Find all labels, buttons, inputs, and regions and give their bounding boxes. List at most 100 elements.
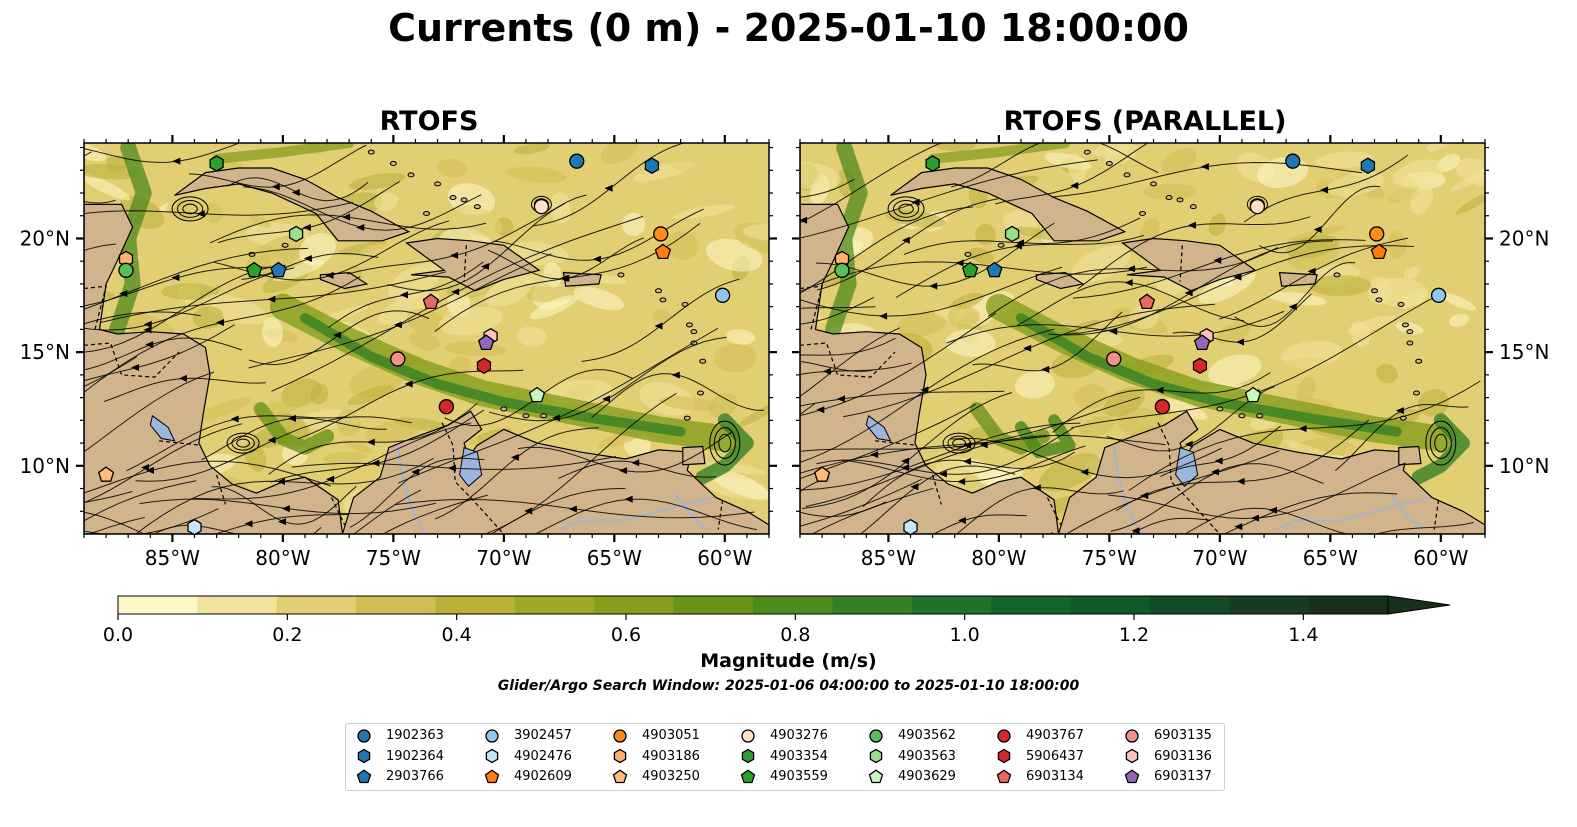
flow-arrow [1395,407,1404,415]
flow-arrow [404,380,413,388]
lat-tick-label: 20°N [20,226,70,250]
flow-arrow [745,535,753,542]
flow-arrow [1233,273,1242,281]
flow-arrow [172,157,181,165]
legend-marker-icon [741,728,755,743]
streamlines [739,143,1481,578]
flow-arrow [36,542,44,549]
lon-tick-label: 70°W [1192,546,1247,570]
legend-marker-icon [485,728,499,743]
float-marker-4903562 [834,262,850,278]
lon-tick-label: 85°W [145,546,200,570]
legend-marker-icon [357,748,371,764]
flow-arrow [267,436,276,444]
flow-arrow [145,341,154,349]
float-marker-4903051 [1369,226,1385,242]
flow-arrow [271,183,280,191]
flow-arrow [739,571,747,578]
flow-arrow [333,331,342,339]
flow-arrow [619,467,628,475]
flow-arrow [143,320,152,328]
colorbar-tick-label: 0.0 [103,624,133,646]
lon-tick-label: 75°W [1082,546,1137,570]
small-island [1397,301,1405,307]
country-border [1157,422,1219,533]
flow-arrow [302,224,311,232]
legend-label: 2903766 [386,769,444,784]
flow-arrow [141,464,150,472]
lat-tick-label: 10°N [1499,454,1549,478]
legend-label: 3902457 [514,728,572,743]
current-band [1411,413,1470,485]
legend-marker-icon [356,768,372,783]
small-island [683,415,691,421]
flow-arrow [1214,457,1223,465]
float-marker-6903134 [422,293,440,310]
legend-marker-icon [868,768,884,783]
float-marker-2903766 [270,261,287,278]
flow-arrow [133,541,141,548]
flow-arrow [1236,477,1245,485]
legend-label: 4903354 [770,748,828,764]
legend-item: 4903354 [730,747,858,768]
eddy-streamline [718,433,732,453]
eddy-streamline [952,438,966,448]
legend-label: 1902363 [386,728,444,743]
flow-arrow [303,255,312,263]
flow-arrow [510,453,519,461]
small-island [1401,322,1409,328]
legend-label: 6903137 [1154,769,1212,784]
colorbar-label: Magnitude (m/s) [700,650,877,672]
flow-arrow [480,262,489,270]
legend-label: 6903136 [1154,748,1212,764]
flow-arrow [318,566,326,573]
lake [459,446,483,488]
small-island [1333,272,1341,278]
lon-tick-label: 60°W [1413,546,1468,570]
float-marker-4902476 [903,518,918,536]
land-mass [800,143,1060,534]
flow-arrow [400,291,409,299]
current-band [109,143,152,338]
streamlines [36,143,764,573]
legend-marker-icon [869,728,883,743]
flow-arrow [920,386,929,394]
flow-arrow [326,475,335,483]
flow-arrow [671,371,680,379]
lon-tick-label: 70°W [476,546,531,570]
river [658,496,714,513]
country-border [932,474,942,505]
lake [149,414,176,442]
flow-arrow [276,478,285,486]
eddy-streamline [947,435,971,451]
flow-arrow [901,464,910,472]
current-band [300,313,686,437]
flow-arrow [171,274,180,282]
float-marker-5906437 [1192,357,1208,375]
legend-marker-icon [485,748,499,764]
legend-symbol [869,728,883,743]
small-island [617,272,625,278]
lon-tick-label: 60°W [697,546,752,570]
flow-arrow [1213,256,1222,264]
flow-arrow [342,213,351,221]
flow-arrow [244,520,253,528]
flow-arrow [786,357,794,364]
float-marker-4903563 [288,225,304,243]
flow-arrow [938,470,947,478]
eddy-streamline [236,438,250,448]
flow-arrow [816,406,825,414]
small-island [699,358,707,364]
legend-symbol [484,768,500,783]
legend-label: 4902609 [514,769,572,784]
flow-arrow [1184,440,1193,448]
legend-symbol [741,748,755,764]
eddy-streamline [176,200,204,218]
eddy-streamline [171,196,209,222]
flow-arrow [447,464,456,472]
legend-marker-icon [997,748,1011,764]
current-band [1016,313,1402,437]
small-island [449,195,457,201]
float-marker-4903354 [925,155,940,172]
